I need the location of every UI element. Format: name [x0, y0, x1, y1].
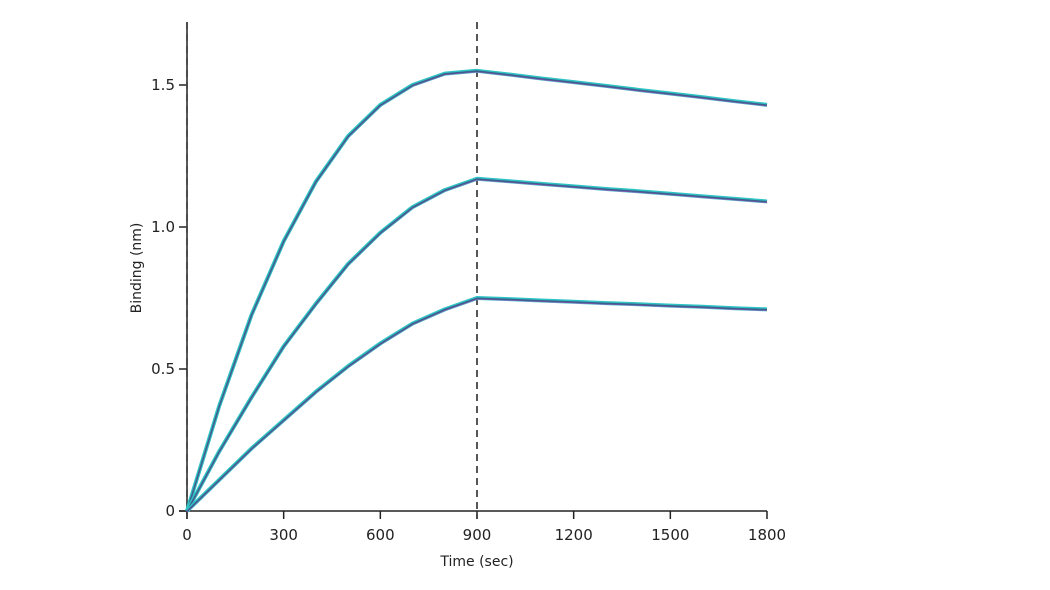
x-tick-label: 1500 [651, 526, 689, 544]
y-tick-label: 0 [165, 502, 175, 520]
y-tick-label: 1.0 [151, 218, 175, 236]
x-tick-label: 300 [269, 526, 298, 544]
x-tick-label: 1800 [748, 526, 786, 544]
y-tick-label: 1.5 [151, 76, 175, 94]
x-tick-label: 900 [463, 526, 492, 544]
fit-curve-high [186, 70, 768, 512]
y-tick-label: 0.5 [151, 360, 175, 378]
fit-curve-mid [186, 178, 768, 512]
x-tick-label: 600 [366, 526, 395, 544]
fit-curve-low [186, 297, 768, 512]
x-tick-label: 1200 [555, 526, 593, 544]
x-tick-label: 0 [182, 526, 192, 544]
x-axis-label: Time (sec) [439, 554, 513, 570]
y-axis-label: Binding (nm) [129, 223, 145, 314]
